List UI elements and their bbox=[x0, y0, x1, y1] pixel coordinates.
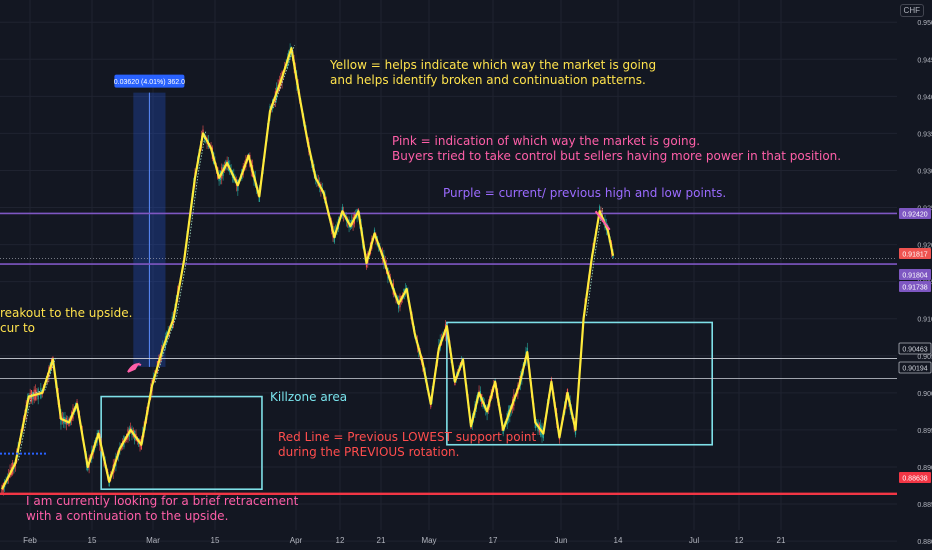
pink-marker bbox=[594, 210, 611, 231]
price-axis[interactable]: 0.950000.945000.940000.935000.930000.925… bbox=[898, 20, 932, 546]
chart-extras bbox=[0, 45, 611, 461]
yellow-annotation: Yellow = helps indicate which way the ma… bbox=[330, 58, 656, 88]
trail-dotted-line bbox=[18, 356, 57, 461]
y-tick-label: 0.91000 bbox=[917, 317, 932, 324]
currency-badge[interactable]: CHF bbox=[899, 4, 924, 17]
x-tick-label: 21 bbox=[777, 536, 786, 545]
y-tick-label: 0.88500 bbox=[917, 502, 932, 509]
purple-annotation: Purple = current/ previous high and low … bbox=[443, 186, 727, 200]
trail-dotted-line bbox=[272, 45, 295, 109]
y-tick-label: 0.88000 bbox=[917, 539, 932, 546]
price-label-bg bbox=[899, 269, 931, 280]
x-tick-label: Mar bbox=[146, 536, 160, 545]
x-tick-label: 12 bbox=[336, 536, 345, 545]
y-tick-label: 0.93500 bbox=[917, 131, 932, 138]
price-label: 0.88638 bbox=[902, 476, 927, 483]
y-tick-label: 0.94500 bbox=[917, 57, 932, 64]
price-label-bg bbox=[899, 248, 931, 259]
yellow-annotation-line-1: Yellow = helps indicate which way the ma… bbox=[330, 58, 657, 72]
price-label-bg bbox=[899, 472, 931, 483]
x-tick-label: 14 bbox=[614, 536, 623, 545]
bottom-annotation: I am currently looking for a brief retra… bbox=[26, 494, 298, 524]
pink-annotation-line-2: Buyers tried to take control but sellers… bbox=[392, 149, 842, 163]
price-label: 0.90463 bbox=[902, 347, 927, 354]
pink-arrow-curve bbox=[127, 363, 142, 373]
bottom-annotation-line-1: I am currently looking for a brief retra… bbox=[26, 494, 299, 508]
x-tick-label: Jun bbox=[555, 536, 568, 545]
price-label: 0.90194 bbox=[902, 366, 927, 373]
red-annotation-line-1: Red Line = Previous LOWEST support point bbox=[278, 430, 537, 444]
y-tick-label: 0.89500 bbox=[917, 428, 932, 435]
x-tick-label: Feb bbox=[23, 536, 37, 545]
price-label-bg bbox=[898, 342, 932, 355]
price-label-bg bbox=[899, 281, 931, 292]
x-tick-label: Jul bbox=[689, 536, 699, 545]
price-label: 0.91817 bbox=[902, 252, 927, 259]
x-tick-label: May bbox=[421, 536, 436, 545]
y-tick-label: 0.93000 bbox=[917, 168, 932, 175]
breakout-annotation: reakout to the upside. cur to bbox=[0, 306, 132, 336]
pink-annotation-line-1: Pink = indication of which way the marke… bbox=[392, 134, 701, 148]
drawn-rectangles: 0.03620 (4.01%) 362.0 bbox=[100, 74, 714, 491]
price-label-bg bbox=[899, 208, 931, 219]
y-tick-label: 0.89000 bbox=[917, 465, 932, 472]
price-label: 0.91804 bbox=[902, 273, 927, 280]
time-axis[interactable]: Feb 15 Mar 15 Apr 12 21 May 17 Jun 14 Jul 12 21 bbox=[23, 536, 786, 545]
y-tick-label: 0.92000 bbox=[917, 243, 932, 250]
x-tick-label: 21 bbox=[377, 536, 386, 545]
yellow-annotation-line-2: and helps identify broken and continuati… bbox=[330, 73, 646, 87]
yellow-swing-line bbox=[1, 47, 615, 490]
y-tick-label: 0.95000 bbox=[917, 20, 932, 27]
breakout-annotation-line-1: reakout to the upside. bbox=[0, 306, 133, 320]
y-tick-label: 0.90500 bbox=[917, 354, 932, 361]
price-label-bg bbox=[898, 361, 932, 374]
trail-dotted-line bbox=[154, 130, 207, 383]
price-label: 0.91738 bbox=[902, 285, 927, 292]
x-tick-label: 12 bbox=[735, 536, 744, 545]
x-tick-label: 17 bbox=[489, 536, 498, 545]
x-tick-label: 15 bbox=[211, 536, 220, 545]
y-tick-label: 0.90000 bbox=[917, 391, 932, 398]
pink-annotation: Pink = indication of which way the marke… bbox=[392, 134, 841, 164]
breakout-annotation-line-2: cur to bbox=[0, 321, 35, 335]
red-annotation-line-2: during the PREVIOUS rotation. bbox=[278, 445, 460, 459]
killzone-label: Killzone area bbox=[270, 390, 348, 404]
x-tick-label: 15 bbox=[88, 536, 97, 545]
red-line-annotation: Red Line = Previous LOWEST support point… bbox=[278, 430, 536, 460]
may-june-range bbox=[446, 321, 714, 446]
bottom-annotation-line-2: with a continuation to the upside. bbox=[26, 509, 229, 523]
measure-label: 0.03620 (4.01%) 362.0 bbox=[114, 79, 185, 86]
price-label: 0.92420 bbox=[902, 212, 927, 219]
yellow-swing-path bbox=[1, 47, 615, 490]
horizontal-levels bbox=[0, 212, 897, 496]
y-tick-label: 0.94000 bbox=[917, 94, 932, 101]
x-tick-label: Apr bbox=[290, 536, 303, 545]
measure-label-bg bbox=[114, 74, 185, 88]
candle-body bbox=[612, 253, 614, 258]
